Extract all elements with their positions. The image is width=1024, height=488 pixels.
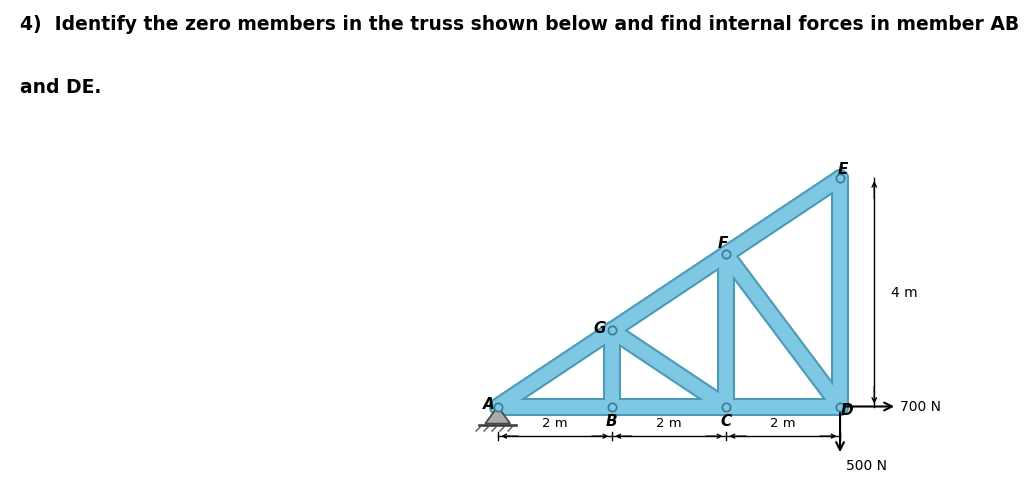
Text: E: E <box>838 161 848 176</box>
Text: B: B <box>606 413 617 428</box>
Polygon shape <box>485 407 510 424</box>
Text: G: G <box>593 320 605 335</box>
Text: 4)  Identify the zero members in the truss shown below and find internal forces : 4) Identify the zero members in the trus… <box>20 15 1020 34</box>
Text: 700 N: 700 N <box>900 400 941 414</box>
Text: 4 m: 4 m <box>891 286 918 300</box>
Text: 2 m: 2 m <box>656 416 682 429</box>
Text: 2 m: 2 m <box>770 416 796 429</box>
Text: and DE.: and DE. <box>20 78 101 97</box>
Text: A: A <box>483 396 495 411</box>
Text: D: D <box>841 402 854 417</box>
Text: C: C <box>720 413 731 428</box>
Text: F: F <box>718 236 728 251</box>
Text: 500 N: 500 N <box>846 458 887 472</box>
Text: 2 m: 2 m <box>542 416 567 429</box>
